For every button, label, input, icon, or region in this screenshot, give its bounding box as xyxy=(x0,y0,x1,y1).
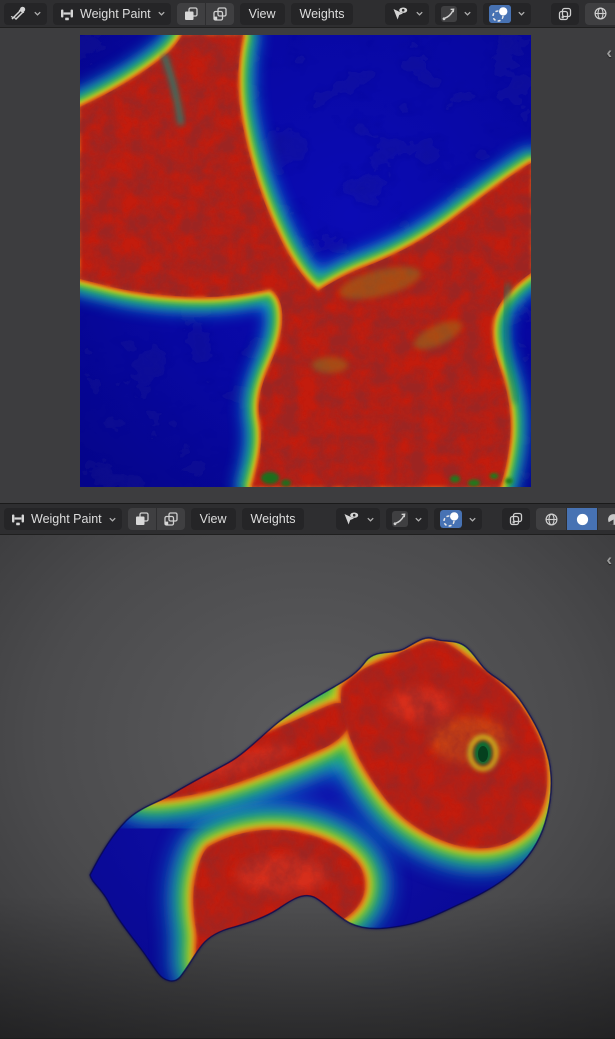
mode-dropdown[interactable]: Weight Paint xyxy=(53,2,171,25)
viewport-top-header: Weight Paint View Weights xyxy=(0,0,615,28)
vertex-select-mask-button[interactable] xyxy=(156,508,185,530)
paint-mask-group xyxy=(127,508,185,530)
cursor-eye-icon xyxy=(393,7,408,19)
menu-view[interactable]: View xyxy=(190,508,236,530)
chevron-down-icon xyxy=(469,517,477,522)
falloff-curve-icon xyxy=(392,511,409,527)
chevron-down-icon xyxy=(416,11,424,16)
solid-shading-icon xyxy=(576,513,589,525)
sidebar-toggle[interactable]: ‹ xyxy=(606,43,612,62)
menu-view[interactable]: View xyxy=(239,2,285,25)
cursor-eye-icon xyxy=(344,512,359,525)
shading-group xyxy=(536,508,615,530)
editor-type-icon xyxy=(10,6,26,21)
vertex-select-mask-icon xyxy=(213,6,227,21)
falloff-curve-icon xyxy=(441,5,458,22)
chevron-down-icon xyxy=(367,517,375,522)
weight-paint-terrain-3d xyxy=(0,535,615,1038)
proportional-editing-icon xyxy=(489,4,512,23)
overlays-icon xyxy=(510,512,523,526)
face-select-mask-button[interactable] xyxy=(176,2,205,25)
falloff-dropdown[interactable] xyxy=(435,2,478,25)
menu-view-label: View xyxy=(199,512,227,526)
proportional-editing-dropdown[interactable] xyxy=(483,2,532,25)
falloff-dropdown[interactable] xyxy=(386,508,429,530)
overlays-icon xyxy=(559,7,572,20)
wireframe-shading-button[interactable] xyxy=(585,2,615,25)
viewport-2d-top-view[interactable]: ‹ xyxy=(0,28,615,503)
face-select-mask-button[interactable] xyxy=(127,508,156,530)
select-tool-dropdown[interactable] xyxy=(385,2,430,25)
wireframe-shading-icon xyxy=(545,512,558,526)
weight-paint-mode-icon xyxy=(61,9,73,20)
menu-weights-label: Weights xyxy=(250,512,296,526)
vertex-select-mask-button[interactable] xyxy=(205,2,234,25)
chevron-down-icon xyxy=(158,11,165,16)
terrain-pit xyxy=(468,735,498,771)
mode-label: Weight Paint xyxy=(31,512,102,526)
overlays-button[interactable] xyxy=(502,508,531,530)
menu-weights-label: Weights xyxy=(299,6,345,21)
face-select-mask-icon xyxy=(184,6,198,20)
viewport-bottom-header: Weight Paint View Weights xyxy=(0,503,615,535)
chevron-down-icon xyxy=(109,517,116,522)
mode-label: Weight Paint xyxy=(80,6,151,21)
wireframe-shading-icon xyxy=(594,7,607,20)
mode-dropdown[interactable]: Weight Paint xyxy=(4,508,122,530)
proportional-editing-icon xyxy=(440,510,463,528)
solid-shading-button[interactable] xyxy=(567,508,598,530)
menu-weights[interactable]: Weights xyxy=(241,508,305,530)
wireframe-shading-button[interactable] xyxy=(536,508,567,530)
menu-view-label: View xyxy=(248,6,276,21)
chevron-down-icon xyxy=(518,11,526,16)
material-preview-shading-button[interactable] xyxy=(598,508,615,530)
paint-mask-group xyxy=(176,2,234,25)
chevron-down-icon xyxy=(464,11,472,16)
face-select-mask-icon xyxy=(135,512,149,525)
menu-weights[interactable]: Weights xyxy=(290,2,354,25)
editor-type-button[interactable] xyxy=(4,2,47,25)
sidebar-toggle[interactable]: ‹ xyxy=(606,550,612,569)
overlays-button[interactable] xyxy=(551,2,580,25)
material-preview-shading-icon xyxy=(608,513,615,525)
chevron-down-icon xyxy=(34,11,41,16)
proportional-editing-dropdown[interactable] xyxy=(434,508,483,530)
weight-paint-mode-icon xyxy=(12,514,24,526)
vertex-select-mask-icon xyxy=(164,512,178,526)
shading-group xyxy=(585,2,615,25)
weight-paint-heatmap-2d xyxy=(80,35,531,487)
chevron-down-icon xyxy=(415,517,423,522)
select-tool-dropdown[interactable] xyxy=(336,508,381,530)
viewport-3d-perspective[interactable]: ‹ xyxy=(0,535,615,1038)
